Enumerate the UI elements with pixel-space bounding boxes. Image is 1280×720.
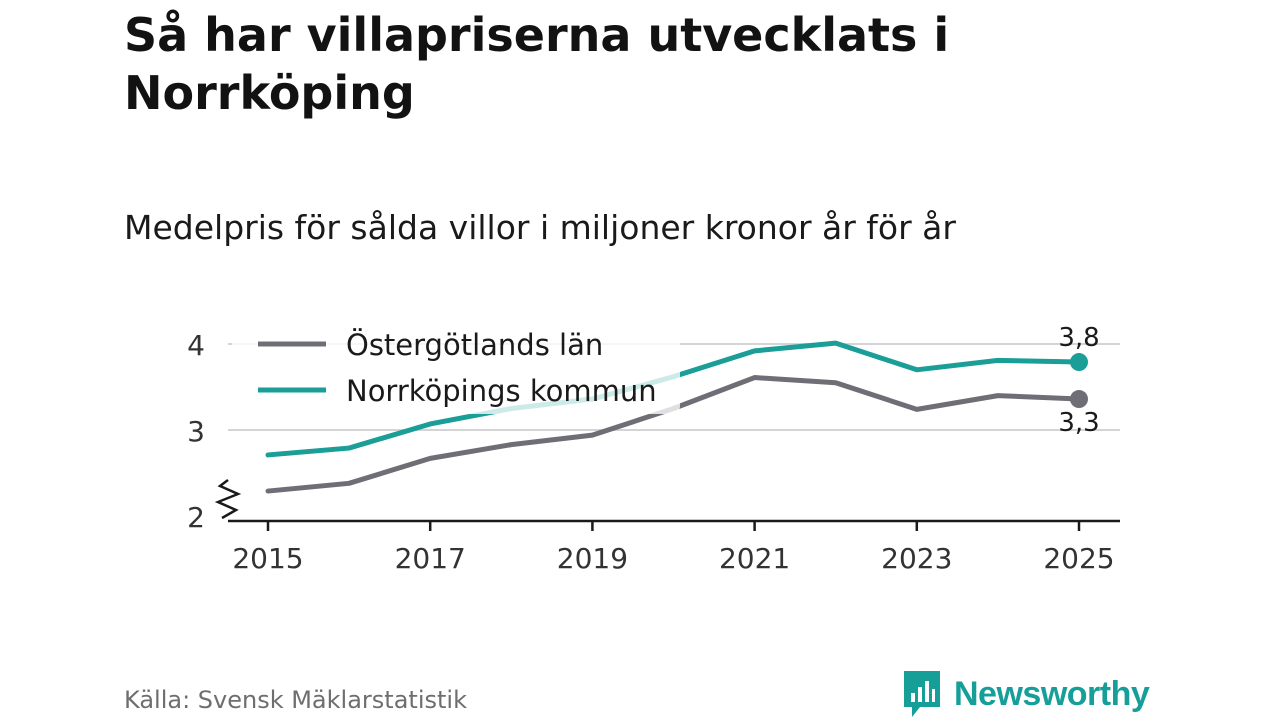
legend-label-0: Östergötlands län: [346, 328, 603, 362]
end-label-0: 3,3: [1058, 408, 1099, 438]
brand-name: Newsworthy: [954, 674, 1150, 713]
x-tick-label-2025: 2025: [1043, 542, 1114, 575]
tick-labels: 2 3 4 2015 2017 2019 2021 2023 2025: [187, 329, 1114, 575]
end-markers: 3,3 3,8: [1058, 323, 1099, 438]
axis-break-icon: [214, 479, 242, 520]
x-tick-label-2015: 2015: [232, 542, 303, 575]
source-note: Källa: Svensk Mäklarstatistik: [124, 686, 467, 714]
x-tick-label-2019: 2019: [557, 542, 628, 575]
end-marker-0: [1070, 390, 1088, 409]
legend-label-1: Norrköpings kommun: [346, 374, 657, 408]
legend: Östergötlands län Norrköpings kommun: [232, 318, 680, 414]
legend-backdrop: [232, 318, 680, 414]
y-tick-label-3: 3: [187, 415, 205, 448]
x-tick-label-2017: 2017: [395, 542, 466, 575]
newsworthy-logo-icon: [904, 671, 940, 717]
y-tick-label-2: 2: [187, 501, 205, 534]
end-label-1: 3,8: [1058, 323, 1099, 353]
brand-logo: Newsworthy: [902, 668, 1150, 720]
chart-title: Så har villapriserna utvecklats i Norrkö…: [124, 8, 950, 120]
chart-subtitle: Medelpris för sålda villor i miljoner kr…: [124, 208, 956, 247]
x-tick-label-2021: 2021: [719, 542, 790, 575]
end-marker-1: [1070, 353, 1088, 372]
x-axis: [214, 479, 1120, 531]
y-tick-label-4: 4: [187, 329, 205, 362]
x-tick-label-2023: 2023: [881, 542, 952, 575]
